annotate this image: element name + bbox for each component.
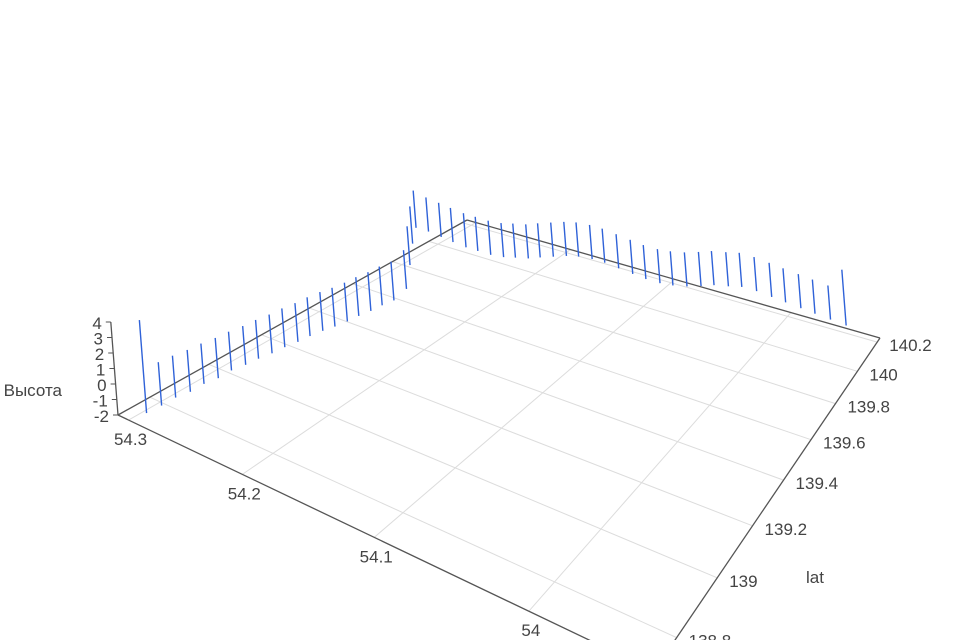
grid-line-x [373,279,676,538]
z-tick-label: 0 [97,376,106,395]
lat-tick-label: 139 [729,572,757,591]
y-axis-title: lat [806,568,824,587]
data-stick [500,222,505,258]
data-stick [390,261,395,301]
grid-line-x [128,222,477,421]
data-stick [254,319,260,359]
data-stick [437,202,442,238]
data-stick [171,355,177,398]
lat-tick-label: 139.4 [796,474,839,493]
data-stick [281,308,286,348]
data-stick [268,314,273,354]
data-stick [525,224,530,259]
z-tick-label: 3 [94,330,103,349]
data-stick [683,252,688,287]
data-stick [710,251,715,286]
data-stick [449,207,454,243]
grid-line-lat [261,334,753,527]
data-stick [512,223,517,258]
data-stick [241,325,247,365]
data-stick [841,269,847,326]
data-stick [378,266,383,306]
back-left-axis-line [117,219,468,416]
data-stick [157,362,163,406]
data-stick [575,222,580,257]
lat-tick-label: 139.2 [765,520,808,539]
lat-axis-line [674,337,881,640]
x-tick-label: 54.2 [228,484,261,503]
data-stick [797,274,802,309]
floor-grid [128,222,878,639]
grid-line-lat [428,240,858,372]
grid-line-lat [462,222,878,343]
data-stick [409,206,414,244]
data-stick [200,343,205,384]
data-stick [753,256,758,292]
grid-line-lat [309,307,784,481]
x-tick-label: 54.3 [114,430,147,449]
data-stick [294,303,299,342]
data-stick [738,252,743,287]
data-stick [425,197,430,232]
data-stick [343,282,349,322]
data-stick [412,190,417,228]
data-stick [669,251,674,286]
grid-line-lat [208,363,718,579]
data-stick [601,228,606,263]
lat-tick-label: 140.2 [889,336,932,355]
data-stick [629,239,634,274]
data-stick [406,226,411,266]
z-tick-label: 1 [96,361,105,380]
lat-tick-label: 138.8 [689,632,732,640]
axes [110,219,881,640]
z-tick-label: -1 [93,392,108,411]
x-axis-line [117,414,591,640]
data-stick [474,216,479,251]
lat-tick-label: 139.8 [847,398,890,417]
data-stick [214,337,220,379]
data-stick [811,279,816,314]
lat-tick-label: 140 [869,365,897,384]
data-stick [656,249,661,284]
z-axis-title: Высота [4,381,63,400]
data-stick [768,262,773,297]
data-stick [782,268,787,303]
z-tick-label: 2 [95,345,104,364]
data-stick [186,349,192,392]
data-stick [355,277,360,316]
z-tick-label: -2 [94,407,109,426]
data-stick [462,213,467,248]
data-stick [138,320,148,414]
axis-labels: 54.354.254.154140.2140139.8139.6139.4139… [92,314,931,640]
data-stick [563,221,568,257]
lat-tick-label: 139.6 [823,434,866,453]
z-tick-label: 4 [92,314,101,333]
grid-line-lat [352,283,812,441]
data-stick [642,244,647,280]
data-stick [697,251,702,287]
data-series [138,190,847,414]
data-stick [306,297,311,337]
back-axis-line [466,219,881,339]
x-tick-label: 54.1 [360,547,393,566]
data-stick [536,223,541,258]
data-stick [402,250,408,290]
grid-line-lat [149,396,677,639]
x-tick-label: 54 [521,621,540,640]
data-stick [725,252,730,287]
grid-line-x [242,249,571,475]
data-stick [331,287,336,327]
data-stick [227,331,233,371]
data-stick [827,285,832,320]
data-stick [550,222,555,257]
grid-line-x [528,312,792,612]
data-stick [487,220,492,255]
data-stick [319,292,324,331]
data-stick [588,224,593,260]
grid-line-lat [392,261,836,405]
data-stick [367,272,372,311]
data-stick [615,234,620,269]
